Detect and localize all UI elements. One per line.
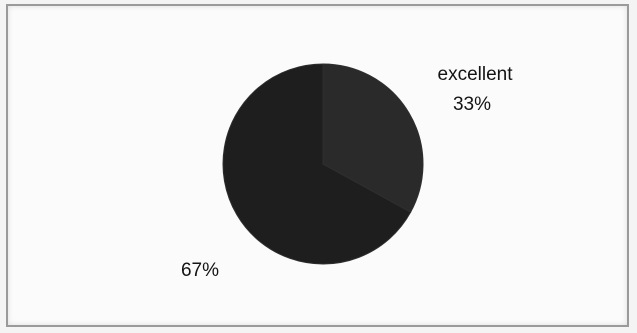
pie-slice-other [222, 63, 412, 265]
slice-label-excellent-percent: 33% [453, 94, 491, 115]
slice-label-other-percent: 67% [181, 260, 219, 281]
pie-slice-excellent [322, 63, 424, 213]
pie-slices [222, 63, 424, 265]
slice-label-excellent-category: excellent [438, 64, 514, 85]
